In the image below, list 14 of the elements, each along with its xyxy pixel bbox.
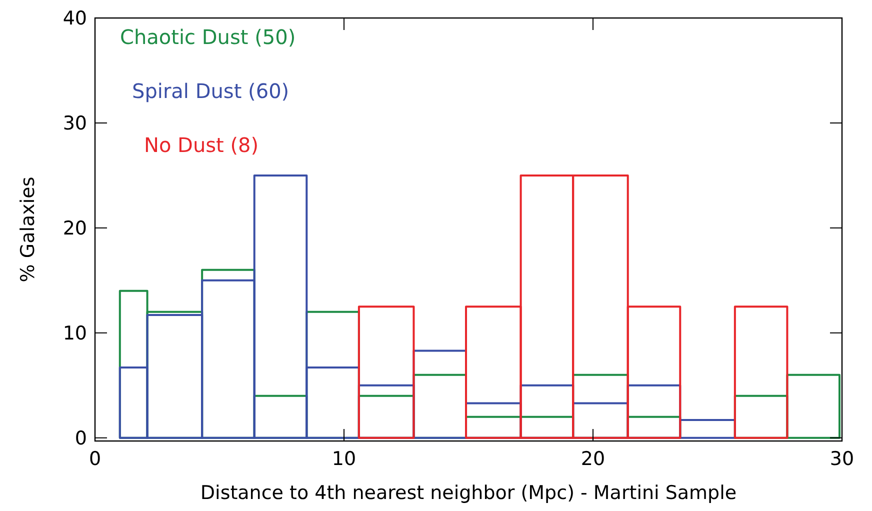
x-tick-label: 0	[88, 448, 102, 470]
x-tick-label: 30	[830, 448, 854, 470]
x-axis-title: Distance to 4th nearest neighbor (Mpc) - Martini Sample	[200, 482, 737, 504]
y-axis-title: % Galaxies	[17, 176, 39, 282]
x-tick-label: 10	[332, 448, 356, 470]
y-tick-label: 10	[62, 322, 87, 345]
y-tick-label: 0	[74, 428, 87, 450]
y-tick-label: 20	[62, 218, 87, 240]
y-tick-label: 40	[62, 8, 87, 30]
text: Spiral Dust (60)	[132, 79, 290, 103]
y-tick-label: 30	[62, 112, 87, 135]
text: No Dust (8)	[144, 133, 259, 157]
x-tick-label: 20	[580, 448, 606, 470]
text: Chaotic Dust (50)	[120, 25, 296, 49]
